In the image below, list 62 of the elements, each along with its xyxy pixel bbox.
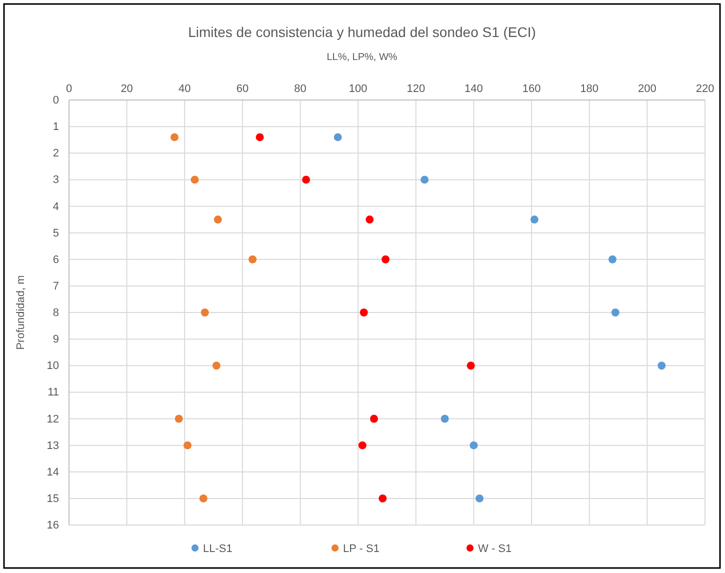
point xyxy=(170,133,179,142)
point xyxy=(302,176,310,184)
x-tick-label: 220 xyxy=(696,83,714,95)
point xyxy=(658,362,666,370)
point xyxy=(608,255,616,264)
x-tick-label: 80 xyxy=(294,83,306,95)
y-tick-label: 3 xyxy=(52,174,59,186)
y-axis-title: Profundidad, m xyxy=(15,275,27,350)
x-tick-label: 120 xyxy=(406,83,426,95)
legend-label: LL-S1 xyxy=(203,543,232,555)
point xyxy=(360,308,368,316)
x-tick-label: 180 xyxy=(580,83,599,95)
point xyxy=(248,255,257,264)
x-tick-label: 40 xyxy=(178,83,191,95)
point xyxy=(611,308,620,316)
y-tick-label: 15 xyxy=(46,492,59,505)
point xyxy=(256,133,264,142)
point xyxy=(184,441,192,450)
point xyxy=(530,216,538,224)
legend-label: LP - S1 xyxy=(343,543,380,555)
point xyxy=(214,216,222,224)
x-axis-title: LL%, LP%, W% xyxy=(326,52,398,63)
point xyxy=(382,255,390,264)
point xyxy=(466,362,475,370)
y-tick-label: 8 xyxy=(52,307,59,320)
x-tick-label: 200 xyxy=(638,83,656,95)
point xyxy=(212,362,220,370)
point xyxy=(334,133,342,142)
point xyxy=(476,494,484,502)
chart-title: Limites de consistencia y humedad del sondeo S1 (ECI) xyxy=(188,24,536,40)
point xyxy=(370,414,378,423)
y-tick-label: 6 xyxy=(52,254,59,266)
x-tick-label: 140 xyxy=(464,83,483,95)
point xyxy=(190,176,199,184)
y-tick-label: 11 xyxy=(48,386,59,399)
y-tick-label: 2 xyxy=(52,148,59,160)
point xyxy=(174,414,183,423)
point xyxy=(358,441,366,450)
y-tick-label: 12 xyxy=(46,413,59,426)
point xyxy=(420,176,429,184)
x-tick-label: 160 xyxy=(522,83,541,95)
y-tick-label: 16 xyxy=(46,520,59,532)
y-tick-label: 5 xyxy=(52,227,59,240)
y-tick-label: 9 xyxy=(52,334,59,346)
y-tick-label: 10 xyxy=(46,360,59,372)
x-tick-label: 60 xyxy=(236,83,249,95)
x-tick-label: 20 xyxy=(120,83,133,95)
y-tick-label: 1 xyxy=(52,121,59,134)
point xyxy=(378,494,387,502)
y-tick-label: 4 xyxy=(52,200,59,213)
x-tick-label: 0 xyxy=(66,83,72,95)
y-tick-label: 7 xyxy=(52,280,59,292)
point xyxy=(199,494,208,502)
point xyxy=(440,414,449,423)
y-tick-label: 0 xyxy=(52,94,59,107)
y-tick-label: 13 xyxy=(46,440,59,452)
point xyxy=(470,441,478,450)
legend-label: W - S1 xyxy=(478,543,512,555)
y-tick-label: 14 xyxy=(46,466,59,478)
x-tick-label: 100 xyxy=(348,83,368,95)
point xyxy=(366,216,374,224)
point xyxy=(200,308,209,316)
